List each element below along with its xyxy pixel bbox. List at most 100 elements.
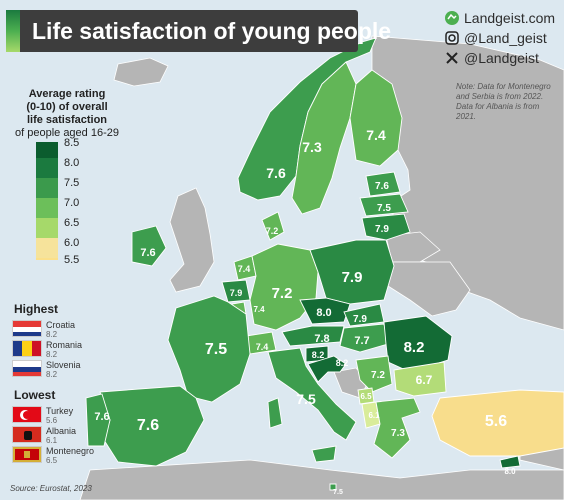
social-site[interactable]: Landgeist.com [444, 10, 555, 26]
site-name: Landgeist.com [464, 10, 556, 26]
label-lithuania: 7.9 [375, 224, 389, 235]
instagram-icon [445, 31, 459, 45]
malta-shape [329, 483, 337, 491]
legend-swatch [36, 158, 58, 178]
lowest-name: Turkey [46, 406, 74, 416]
label-slovakia: 7.9 [353, 314, 367, 325]
label-poland: 7.9 [342, 269, 363, 286]
label-greece: 7.3 [391, 428, 405, 439]
lowest-name: Montenegro [46, 446, 95, 456]
label-malta: 7.5 [333, 489, 343, 496]
turkey-flag-icon [12, 406, 42, 423]
legend-value: 6.5 [64, 217, 80, 229]
legend-value: 5.5 [64, 254, 80, 266]
poland-shape [309, 239, 395, 305]
legend-title-line1: Average rating [28, 88, 106, 100]
label-denmark: 7.2 [266, 226, 279, 236]
highest-value: 8.2 [46, 370, 58, 379]
highest-name: Slovenia [46, 360, 81, 370]
highest-name: Croatia [46, 320, 76, 330]
highest-heading: Highest [14, 302, 59, 316]
france-shape [167, 295, 251, 403]
germany-shape [249, 243, 319, 331]
label-germany: 7.2 [272, 285, 293, 302]
legend-title-line2: (0-10) of overall [26, 101, 108, 113]
north-africa [79, 459, 564, 500]
albania-flag-icon [12, 426, 42, 443]
estonia-shape [365, 171, 401, 197]
page-title: Life satisfaction of young people [32, 18, 392, 44]
lithuania-shape [361, 213, 411, 241]
social-x[interactable]: @Landgeist [444, 50, 539, 66]
title-banner: Life satisfaction of young people [6, 10, 391, 52]
croatia-shape [307, 355, 347, 383]
label-france: 7.5 [205, 341, 227, 358]
highest-value: 8.2 [46, 330, 58, 339]
label-romania: 8.2 [404, 339, 425, 356]
legend-title-line4: of people aged 16-29 [15, 127, 119, 139]
label-ireland: 7.6 [140, 247, 155, 259]
latvia-shape [359, 193, 409, 217]
legend-value: 7.5 [64, 177, 80, 189]
label-sweden: 7.3 [302, 139, 322, 155]
label-latvia: 7.5 [377, 203, 391, 214]
lowest-value: 6.5 [46, 456, 58, 465]
source-note: Source: Eurostat, 2023 [10, 484, 92, 493]
legend-value: 7.0 [64, 197, 80, 209]
label-montenegro: 6.5 [360, 392, 372, 401]
slovenia-flag-icon [12, 360, 42, 377]
title-accent-stripe [6, 10, 20, 52]
label-albania: 6.1 [368, 411, 380, 420]
uk-region [169, 187, 215, 293]
data-note: Note: Data for Montenegro and Serbia is … [456, 82, 551, 121]
label-luxembourg: 7.4 [253, 305, 265, 314]
label-turkey: 5.6 [485, 413, 507, 430]
lowest-value: 5.6 [46, 416, 58, 425]
croatia-flag-icon [12, 320, 42, 337]
social-instagram[interactable]: @Land_geist [444, 30, 547, 46]
label-norway: 7.6 [266, 165, 286, 181]
label-italy: 7.5 [296, 391, 316, 407]
greece-shape [373, 397, 421, 459]
legend-swatch [36, 142, 58, 158]
serbia-shape [355, 355, 393, 393]
legend-value: 8.5 [64, 137, 80, 149]
label-croatia: 8.2 [336, 358, 349, 368]
bulgaria-shape [393, 361, 447, 397]
legend-title-line3: life satisfaction [26, 114, 108, 126]
austria-shape [281, 325, 345, 347]
iceland [113, 57, 169, 87]
label-serbia: 7.2 [371, 370, 385, 381]
label-switzerland: 7.4 [256, 342, 269, 352]
label-netherlands: 7.4 [238, 264, 251, 274]
montenegro-flag-icon [12, 446, 42, 463]
label-slovenia: 8.2 [312, 350, 325, 360]
sicily-shape [311, 445, 337, 463]
cyprus-shape [499, 455, 521, 469]
x-icon [446, 52, 458, 64]
finland-shape [349, 69, 403, 167]
portugal-shape [85, 393, 111, 447]
legend-title: Average rating (0-10) of overall life sa… [8, 88, 126, 140]
legend-value: 6.0 [64, 237, 80, 249]
hungary-shape [339, 323, 389, 353]
label-hungary: 7.7 [354, 335, 369, 347]
legend-swatch [36, 178, 58, 198]
label-estonia: 7.6 [375, 181, 389, 192]
label-austria: 7.8 [314, 333, 329, 345]
legend-swatch [36, 218, 58, 238]
label-spain: 7.6 [137, 417, 159, 434]
turkey-shape [431, 389, 564, 457]
legend-swatch [36, 198, 58, 218]
lowest-value: 6.1 [46, 436, 58, 445]
legend-swatch [36, 258, 58, 260]
lowest-name: Albania [46, 426, 77, 436]
landgeist-logo-icon [445, 11, 459, 25]
lowest-heading: Lowest [14, 388, 56, 402]
highest-name: Romania [46, 340, 83, 350]
label-cyprus: 8.0 [504, 467, 516, 476]
legend-swatch [36, 238, 58, 258]
romania-flag-icon [12, 340, 42, 357]
label-belgium: 7.9 [230, 288, 243, 298]
